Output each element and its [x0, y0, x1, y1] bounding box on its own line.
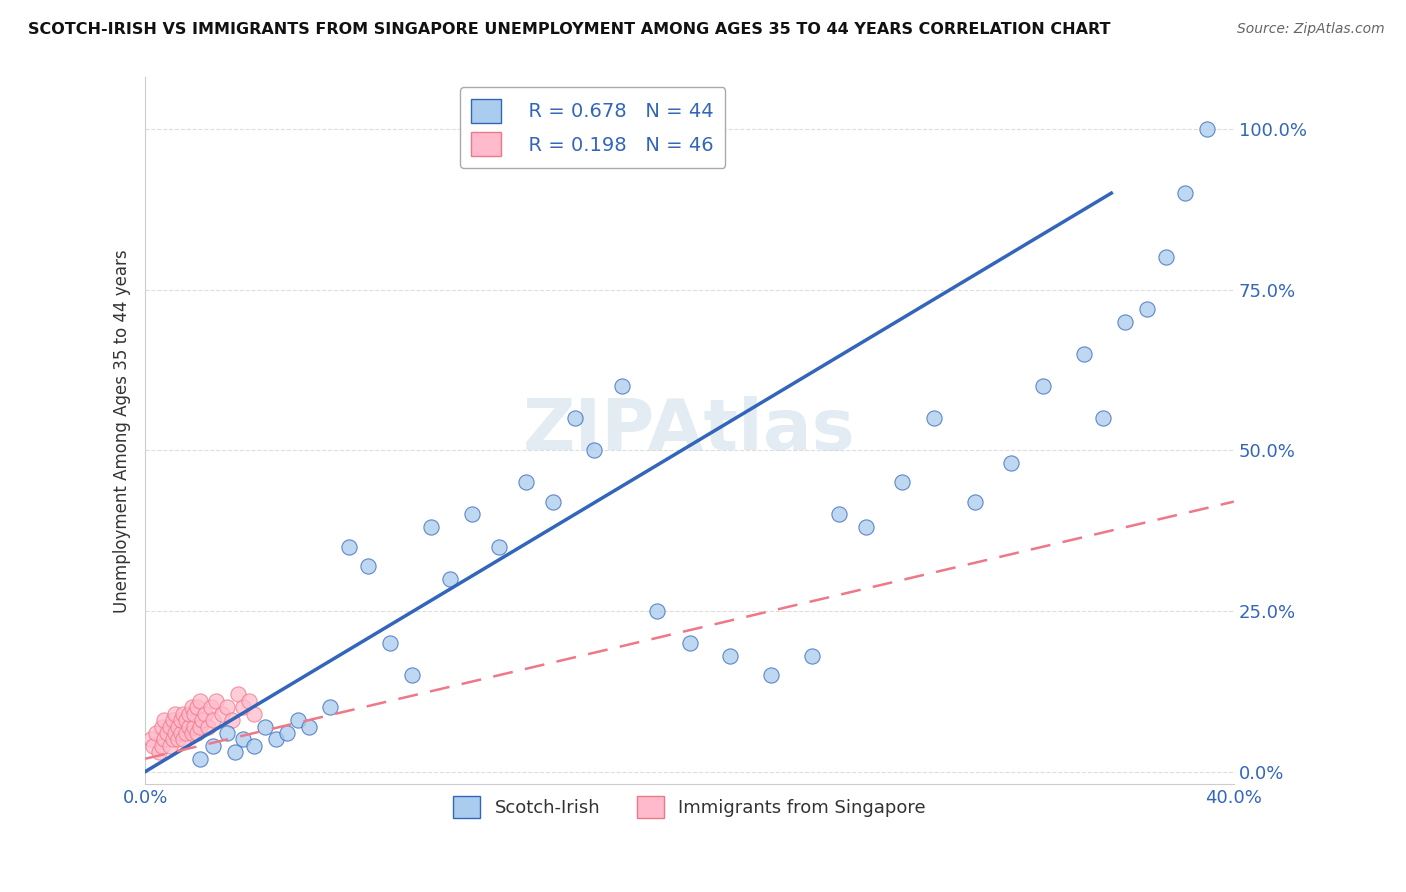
Point	[401, 668, 423, 682]
Point	[186, 726, 208, 740]
Point	[194, 706, 217, 721]
Point	[226, 688, 249, 702]
Point	[180, 726, 202, 740]
Point	[162, 713, 184, 727]
Point	[211, 706, 233, 721]
Point	[254, 720, 277, 734]
Text: Source: ZipAtlas.com: Source: ZipAtlas.com	[1237, 22, 1385, 37]
Text: ZIPAtlas: ZIPAtlas	[523, 396, 856, 466]
Y-axis label: Unemployment Among Ages 35 to 44 years: Unemployment Among Ages 35 to 44 years	[114, 249, 131, 613]
Point	[162, 732, 184, 747]
Point	[177, 706, 200, 721]
Point	[232, 700, 254, 714]
Point	[610, 379, 633, 393]
Point	[215, 726, 238, 740]
Point	[420, 520, 443, 534]
Point	[238, 694, 260, 708]
Point	[183, 706, 205, 721]
Point	[243, 739, 266, 753]
Point	[142, 739, 165, 753]
Point	[243, 706, 266, 721]
Point	[1114, 315, 1136, 329]
Point	[159, 739, 181, 753]
Point	[183, 720, 205, 734]
Point	[276, 726, 298, 740]
Point	[174, 713, 197, 727]
Point	[801, 648, 824, 663]
Point	[202, 713, 225, 727]
Point	[583, 443, 606, 458]
Point	[1195, 121, 1218, 136]
Point	[202, 739, 225, 753]
Point	[1174, 186, 1197, 201]
Point	[759, 668, 782, 682]
Point	[148, 745, 170, 759]
Point	[188, 720, 211, 734]
Point	[165, 706, 187, 721]
Point	[170, 713, 193, 727]
Point	[221, 713, 243, 727]
Point	[186, 700, 208, 714]
Legend: Scotch-Irish, Immigrants from Singapore: Scotch-Irish, Immigrants from Singapore	[446, 789, 934, 825]
Point	[197, 720, 219, 734]
Point	[159, 720, 181, 734]
Point	[156, 726, 179, 740]
Point	[380, 636, 402, 650]
Point	[543, 494, 565, 508]
Text: SCOTCH-IRISH VS IMMIGRANTS FROM SINGAPORE UNEMPLOYMENT AMONG AGES 35 TO 44 YEARS: SCOTCH-IRISH VS IMMIGRANTS FROM SINGAPOR…	[28, 22, 1111, 37]
Point	[357, 558, 380, 573]
Point	[678, 636, 700, 650]
Point	[153, 713, 176, 727]
Point	[515, 475, 537, 490]
Point	[488, 540, 510, 554]
Point	[200, 700, 222, 714]
Point	[167, 732, 190, 747]
Point	[1154, 251, 1177, 265]
Point	[965, 494, 987, 508]
Point	[645, 604, 668, 618]
Point	[264, 732, 287, 747]
Point	[174, 726, 197, 740]
Point	[1073, 347, 1095, 361]
Point	[828, 508, 851, 522]
Point	[232, 732, 254, 747]
Point	[180, 700, 202, 714]
Point	[855, 520, 877, 534]
Point	[215, 700, 238, 714]
Point	[145, 726, 167, 740]
Point	[150, 739, 173, 753]
Point	[564, 411, 586, 425]
Point	[224, 745, 246, 759]
Point	[890, 475, 912, 490]
Point	[172, 732, 194, 747]
Point	[319, 700, 342, 714]
Point	[167, 720, 190, 734]
Point	[165, 726, 187, 740]
Point	[139, 732, 162, 747]
Point	[1032, 379, 1054, 393]
Point	[924, 411, 946, 425]
Point	[188, 752, 211, 766]
Point	[297, 720, 319, 734]
Point	[177, 720, 200, 734]
Point	[191, 713, 214, 727]
Point	[1136, 301, 1159, 316]
Point	[188, 694, 211, 708]
Point	[287, 713, 309, 727]
Point	[172, 706, 194, 721]
Point	[150, 720, 173, 734]
Point	[170, 726, 193, 740]
Point	[439, 572, 461, 586]
Point	[718, 648, 741, 663]
Point	[339, 540, 361, 554]
Point	[1000, 456, 1022, 470]
Point	[461, 508, 484, 522]
Point	[153, 732, 176, 747]
Point	[205, 694, 228, 708]
Point	[1092, 411, 1115, 425]
